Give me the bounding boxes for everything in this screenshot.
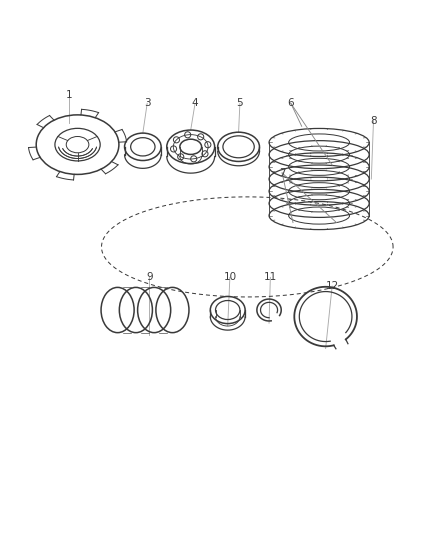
Text: 8: 8 bbox=[370, 116, 377, 126]
Text: 4: 4 bbox=[192, 98, 198, 108]
Text: 10: 10 bbox=[223, 272, 237, 282]
Text: 3: 3 bbox=[144, 98, 151, 108]
Text: 5: 5 bbox=[237, 98, 243, 108]
Text: 6: 6 bbox=[287, 98, 294, 108]
Text: 11: 11 bbox=[264, 272, 277, 282]
Text: 9: 9 bbox=[146, 272, 153, 282]
Text: 12: 12 bbox=[325, 281, 339, 291]
Text: 7: 7 bbox=[279, 168, 286, 178]
Text: 1: 1 bbox=[66, 90, 72, 100]
